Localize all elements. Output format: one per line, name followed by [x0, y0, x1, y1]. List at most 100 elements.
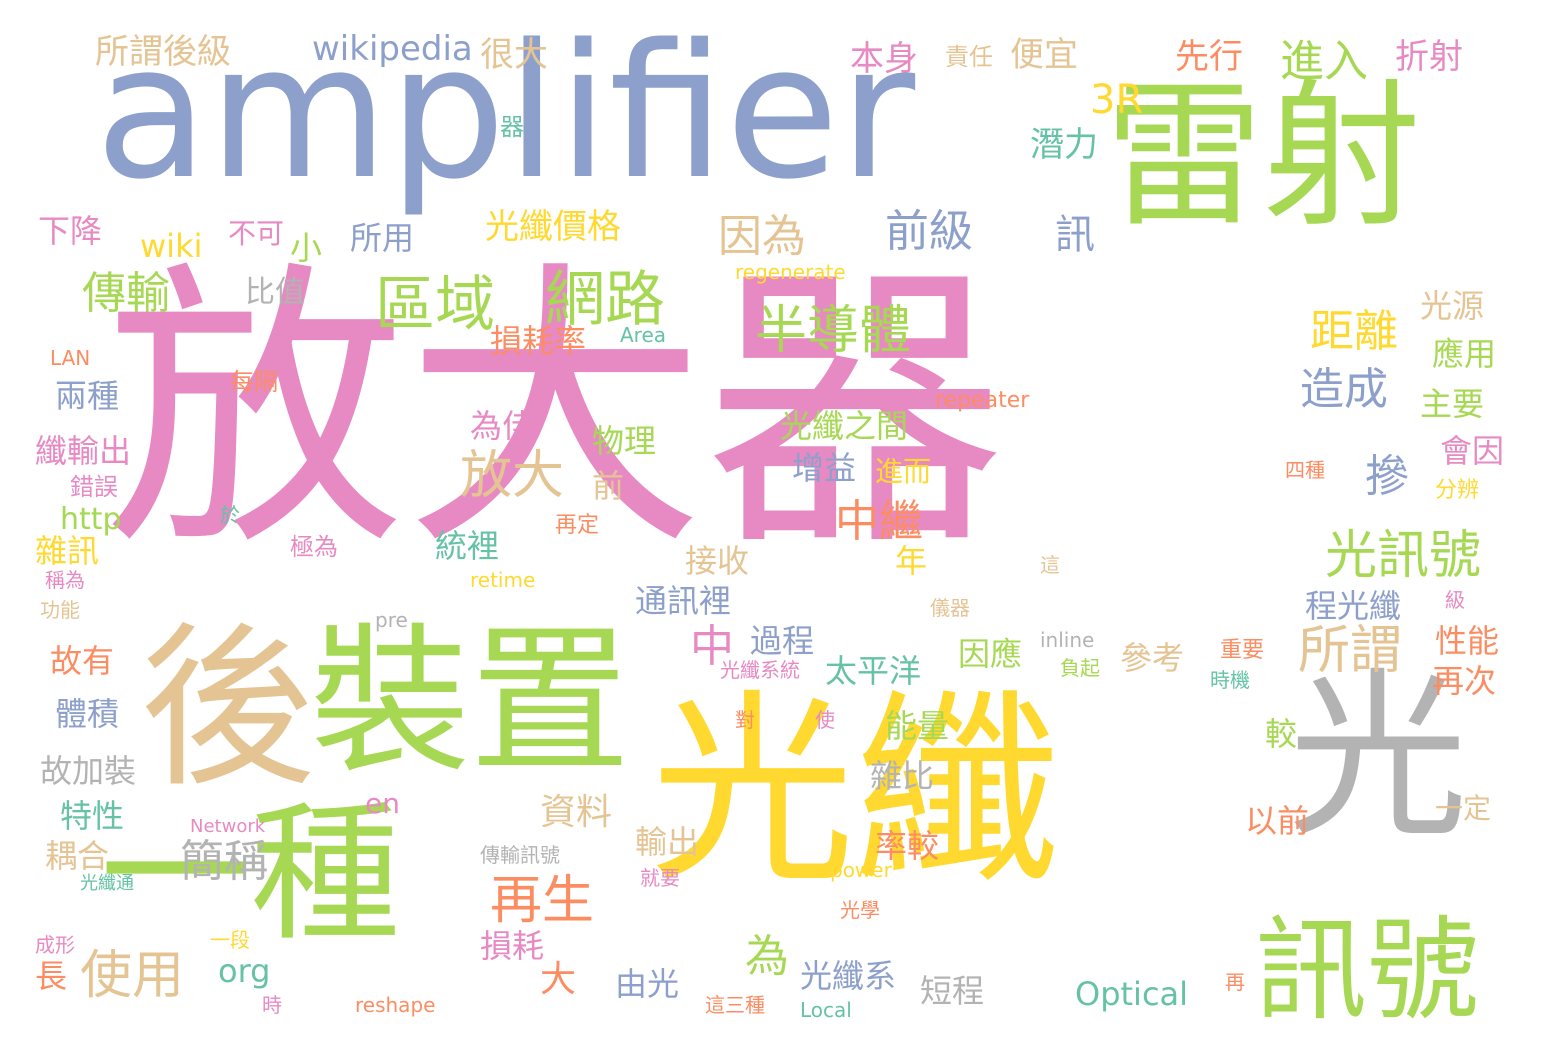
- cloud-word: 錯誤: [70, 473, 118, 501]
- cloud-word: 區域: [375, 270, 495, 340]
- cloud-word: 增益: [792, 449, 857, 487]
- cloud-word: Area: [620, 323, 667, 347]
- cloud-word: 中: [690, 621, 734, 672]
- cloud-word: 光: [1288, 653, 1469, 862]
- cloud-word: 耦合: [45, 837, 110, 875]
- cloud-word: 光纖系: [800, 957, 897, 995]
- cloud-word: 光纖價格: [485, 207, 621, 247]
- cloud-word: 光纖: [650, 673, 1060, 911]
- cloud-word: 這: [1040, 553, 1060, 577]
- cloud-word: 網路: [545, 265, 665, 335]
- cloud-word: 進而: [875, 455, 932, 488]
- cloud-word: org: [218, 952, 271, 990]
- cloud-word: 性能: [1435, 622, 1500, 660]
- cloud-word: 特性: [60, 797, 125, 835]
- cloud-word: regenerate: [735, 260, 846, 284]
- cloud-word: 放大器: [105, 237, 1005, 586]
- cloud-word: 為佳: [470, 407, 535, 445]
- cloud-word: 所謂: [1298, 621, 1403, 681]
- cloud-word: 因為: [718, 211, 806, 262]
- cloud-word: Network: [190, 816, 266, 837]
- cloud-word: 級: [1445, 588, 1465, 612]
- cloud-word: 程光纖: [1305, 587, 1402, 625]
- cloud-word: 資料: [540, 792, 613, 833]
- cloud-word: 使: [815, 708, 835, 732]
- cloud-word: 便宜: [1010, 35, 1078, 75]
- cloud-word: wiki: [140, 227, 203, 265]
- cloud-word: 後: [140, 608, 315, 811]
- cloud-word: 主要: [1420, 385, 1485, 423]
- cloud-word: 裝置: [310, 608, 631, 795]
- cloud-word: 時機: [1210, 668, 1250, 692]
- cloud-word: 以前: [1245, 802, 1310, 840]
- cloud-word: inline: [1040, 628, 1095, 652]
- cloud-word: 不可: [228, 217, 285, 250]
- cloud-word: retime: [470, 568, 536, 592]
- cloud-word: 所用: [350, 219, 415, 257]
- cloud-word: Optical: [1075, 975, 1189, 1013]
- cloud-word: 光纖通: [80, 873, 134, 894]
- cloud-word: 再: [1225, 970, 1245, 994]
- cloud-word: 大: [540, 959, 577, 1000]
- cloud-word: 3R: [1090, 77, 1144, 123]
- cloud-word: 中繼: [835, 496, 923, 547]
- cloud-word: 四種: [1285, 458, 1325, 482]
- cloud-word: 較: [1265, 715, 1298, 753]
- cloud-word: 折射: [1395, 37, 1463, 77]
- cloud-word: 這三種: [705, 993, 765, 1017]
- cloud-word: 光源: [1420, 287, 1485, 325]
- cloud-word: 參考: [1120, 639, 1185, 677]
- cloud-word: 光纖之間: [780, 407, 909, 445]
- cloud-word: 對: [735, 708, 755, 732]
- cloud-word: 使用: [80, 946, 185, 1006]
- cloud-word: 再次: [1432, 662, 1497, 700]
- cloud-word: 前級: [885, 206, 973, 257]
- cloud-word: 成形: [35, 933, 75, 957]
- cloud-word: 光纖系統: [720, 658, 800, 682]
- cloud-word: 輸出: [635, 823, 700, 861]
- cloud-word: pre: [375, 608, 408, 632]
- cloud-word: 一種: [100, 788, 401, 962]
- cloud-word: 能量: [885, 707, 950, 745]
- cloud-word: 故有: [50, 642, 115, 680]
- cloud-word: 雜比: [870, 757, 935, 795]
- cloud-word: 造成: [1300, 364, 1388, 415]
- cloud-word: 年: [895, 542, 928, 580]
- cloud-word: 兩種: [55, 377, 120, 415]
- cloud-word: 先行: [1175, 37, 1243, 77]
- cloud-word: 損耗率: [490, 322, 587, 360]
- cloud-word: 進入: [1280, 36, 1368, 87]
- cloud-word: 極為: [290, 533, 338, 561]
- cloud-word: amplifier: [95, 4, 916, 220]
- cloud-word: 時: [262, 993, 282, 1017]
- cloud-word: 本身: [850, 39, 918, 79]
- cloud-word: 短程: [920, 972, 985, 1010]
- cloud-word: 纖輸出: [35, 432, 132, 470]
- cloud-word: 接收: [685, 542, 750, 580]
- cloud-word: 潛力: [1030, 125, 1098, 165]
- cloud-word: 會因: [1440, 432, 1505, 470]
- cloud-word: 過程: [750, 622, 815, 660]
- cloud-word: 負起: [1060, 656, 1100, 680]
- cloud-word: 前: [592, 467, 625, 505]
- cloud-word: 率較: [875, 827, 940, 865]
- cloud-word: 下降: [38, 212, 103, 250]
- cloud-word: 重要: [1220, 638, 1265, 663]
- cloud-word: 光訊號: [1325, 526, 1482, 586]
- cloud-word: 器: [500, 113, 524, 141]
- cloud-word: 就要: [640, 866, 680, 890]
- cloud-word: 統裡: [435, 527, 500, 565]
- cloud-word: 半導體: [755, 301, 912, 361]
- cloud-word: 為: [745, 931, 789, 982]
- cloud-word: 放大: [460, 446, 565, 506]
- cloud-word: 很大: [480, 35, 548, 75]
- cloud-word: en: [365, 787, 400, 820]
- cloud-word: 由光: [615, 965, 680, 1003]
- cloud-word: 稱為: [45, 568, 85, 592]
- cloud-word: 小: [290, 229, 323, 267]
- cloud-word: 所謂後級: [95, 32, 231, 72]
- cloud-word: 一定: [1435, 792, 1492, 825]
- cloud-word: 再定: [555, 513, 600, 538]
- cloud-word: 通訊裡: [635, 582, 732, 620]
- cloud-word: power: [830, 858, 892, 882]
